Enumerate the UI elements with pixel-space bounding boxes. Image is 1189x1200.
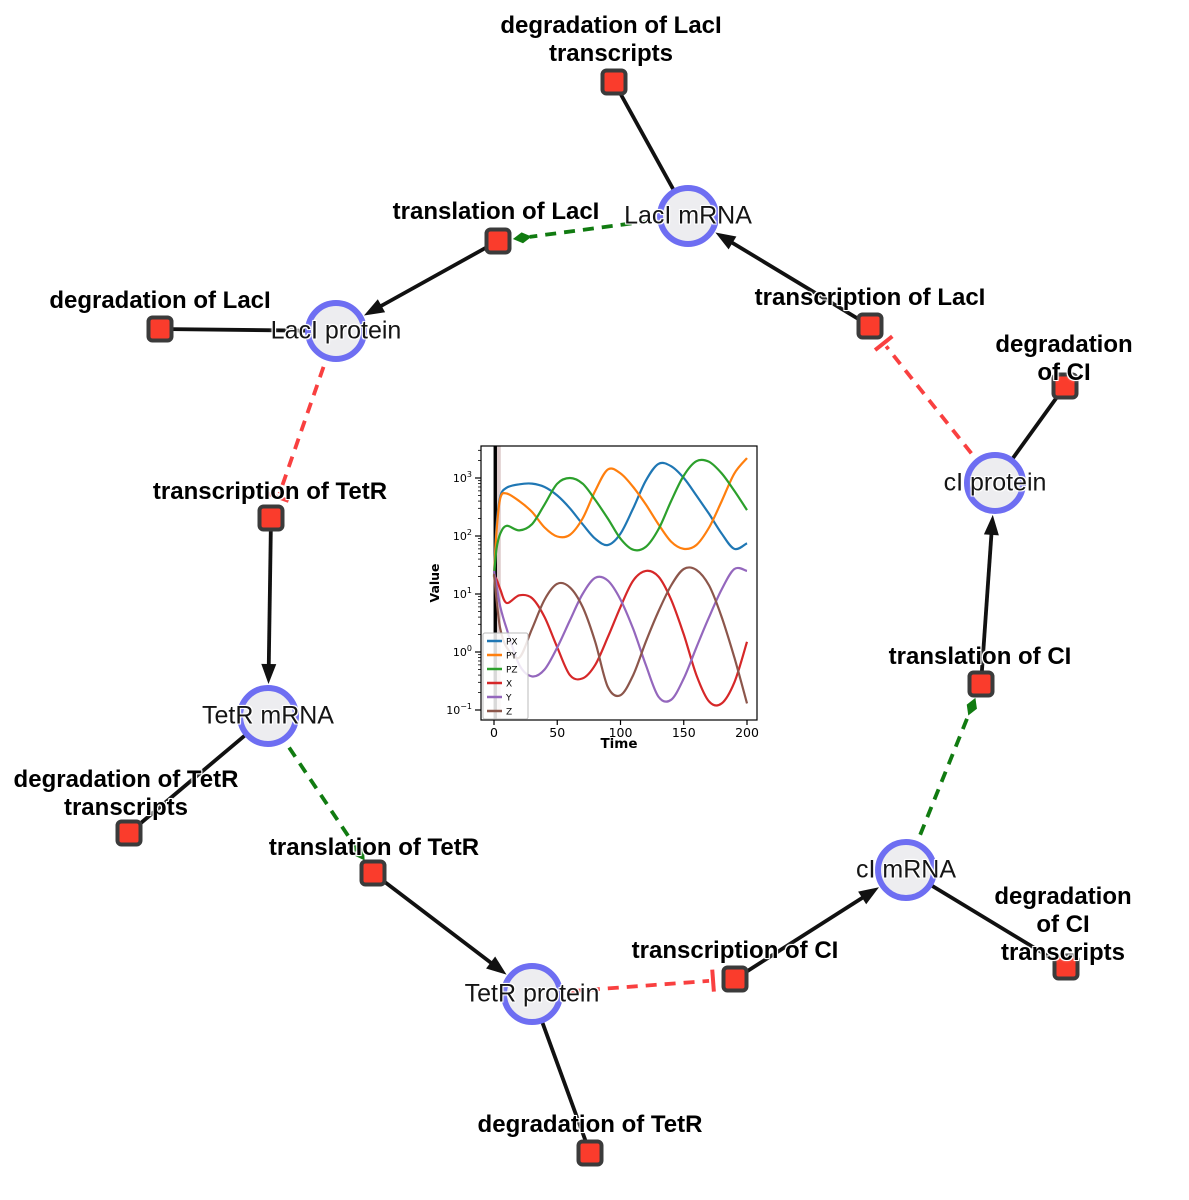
series-PZ [492, 458, 748, 577]
legend-label-PY: PY [506, 652, 517, 662]
x-axis-title: Time [600, 736, 637, 752]
edge-cI_protein-transcription_lacI-tee [873, 334, 894, 352]
reaction-label-deg_tetR_tx: degradation of TetR transcripts [13, 765, 239, 821]
reaction-label-deg_tetR: degradation of TetR [477, 1110, 703, 1138]
species-label-tetR_mRNA: TetR mRNA [202, 701, 334, 730]
edge-cI_mRNA-translation_cI-arrowhead [966, 697, 977, 716]
edge-transcription_lacI-lacI_mRNA [729, 240, 871, 328]
series-X [493, 569, 749, 707]
species-label-tetR_protein: TetR protein [464, 979, 600, 1008]
reaction-label-transcription_lacI: transcription of LacI [754, 283, 986, 311]
reaction-node-transcription_lacI[interactable] [856, 312, 884, 340]
edge-lacI_mRNA-translation_lacI-arrowhead [512, 232, 532, 244]
edge-transcription_lacI-lacI_mRNA-arrowhead [715, 232, 737, 250]
reaction-node-translation_cI[interactable] [967, 670, 995, 698]
edge-translation_tetR-tetR_protein-arrowhead [486, 956, 507, 975]
series-PX [492, 461, 748, 577]
reaction-node-deg_lacI_tx[interactable] [600, 68, 628, 96]
edge-translation_lacI-lacI_protein-arrowhead [363, 299, 386, 316]
species-node-tetR_mRNA[interactable] [237, 685, 299, 747]
edge-transcription_tetR-tetR_mRNA [266, 517, 273, 667]
reaction-node-transcription_tetR[interactable] [257, 504, 285, 532]
reaction-label-transcription_cI: transcription of CI [631, 936, 839, 964]
series-Y [492, 566, 748, 703]
species-label-cI_mRNA: cI mRNA [856, 855, 956, 884]
species-node-cI_mRNA[interactable] [875, 839, 937, 901]
edge-cI_mRNA-deg_cI_tx [905, 868, 1067, 969]
y-tick-label: 103 [453, 470, 472, 485]
reaction-label-deg_cI: degradation of CI [995, 330, 1133, 386]
y-tick-label: 102 [453, 528, 472, 543]
x-tick-label: 0 [490, 725, 498, 740]
species-node-lacI_protein[interactable] [305, 300, 367, 362]
reaction-label-deg_lacI: degradation of LacI [49, 286, 271, 314]
y-tick-label: 100 [453, 644, 472, 659]
y-axis-title: Value [427, 563, 442, 602]
reaction-label-translation_cI: translation of CI [888, 642, 1072, 670]
reaction-node-deg_lacI[interactable] [146, 315, 174, 343]
x-tick-label: 150 [672, 725, 696, 740]
species-label-lacI_mRNA: LacI mRNA [624, 201, 752, 230]
edge-translation_lacI-lacI_protein [378, 239, 499, 309]
reaction-node-deg_tetR[interactable] [576, 1139, 604, 1167]
series-PY [492, 457, 748, 577]
timecourse-plot: 0 50 100 150 200 10−1 100 101 102 103 Time Value PX P… [427, 445, 759, 752]
series-Z [492, 566, 749, 704]
y-tick-label: 10−1 [446, 702, 472, 717]
species-node-cI_protein[interactable] [964, 452, 1026, 514]
species-label-cI_protein: cI protein [943, 468, 1047, 497]
legend-label-PX: PX [506, 638, 518, 648]
species-node-tetR_protein[interactable] [501, 963, 563, 1025]
legend-label-X: X [506, 680, 512, 690]
x-tick-label: 50 [549, 725, 565, 740]
reaction-node-transcription_cI[interactable] [721, 965, 749, 993]
legend-label-PZ: PZ [506, 666, 518, 676]
reaction-node-deg_tetR_tx[interactable] [115, 819, 143, 847]
species-label-lacI_protein: LacI protein [270, 316, 402, 345]
legend-label-Z: Z [506, 708, 512, 718]
edge-tetR_protein-transcription_cI-tee [710, 969, 716, 992]
reaction-label-translation_tetR: translation of TetR [268, 833, 480, 861]
x-tick-label: 100 [609, 725, 633, 740]
edge-tetR_mRNA-translation_tetR-arrowhead [354, 844, 365, 861]
y-tick-label: 101 [453, 586, 472, 601]
species-node-lacI_mRNA[interactable] [657, 185, 719, 247]
x-tick-label: 200 [735, 725, 759, 740]
edge-translation_tetR-tetR_protein [371, 871, 494, 966]
reaction-node-translation_tetR[interactable] [359, 859, 387, 887]
reaction-node-translation_lacI[interactable] [484, 227, 512, 255]
reaction-label-transcription_tetR: transcription of TetR [152, 477, 388, 505]
edge-transcription_cI-cI_mRNA [733, 895, 865, 981]
reaction-node-deg_cI[interactable] [1051, 372, 1079, 400]
edge-transcription_cI-cI_mRNA-arrowhead [858, 887, 880, 905]
reaction-label-translation_lacI: translation of LacI [392, 197, 600, 225]
edge-transcription_tetR-tetR_mRNA-arrowhead [261, 663, 277, 685]
reaction-node-deg_cI_tx[interactable] [1052, 953, 1080, 981]
edge-translation_cI-cI_protein [979, 532, 994, 685]
legend-label-Y: Y [505, 694, 512, 704]
reaction-label-deg_cI_tx: degradation of CI transcripts [994, 882, 1132, 967]
edge-lacI_protein-transcription_tetR-tee [267, 491, 290, 503]
inset-chart: 0 50 100 150 200 10−1 100 101 102 103 Time Value PX P… [425, 437, 773, 765]
reaction-label-deg_lacI_tx: degradation of LacI transcripts [500, 11, 722, 67]
plot-box [480, 445, 758, 721]
edge-translation_cI-cI_protein-arrowhead [983, 514, 999, 536]
